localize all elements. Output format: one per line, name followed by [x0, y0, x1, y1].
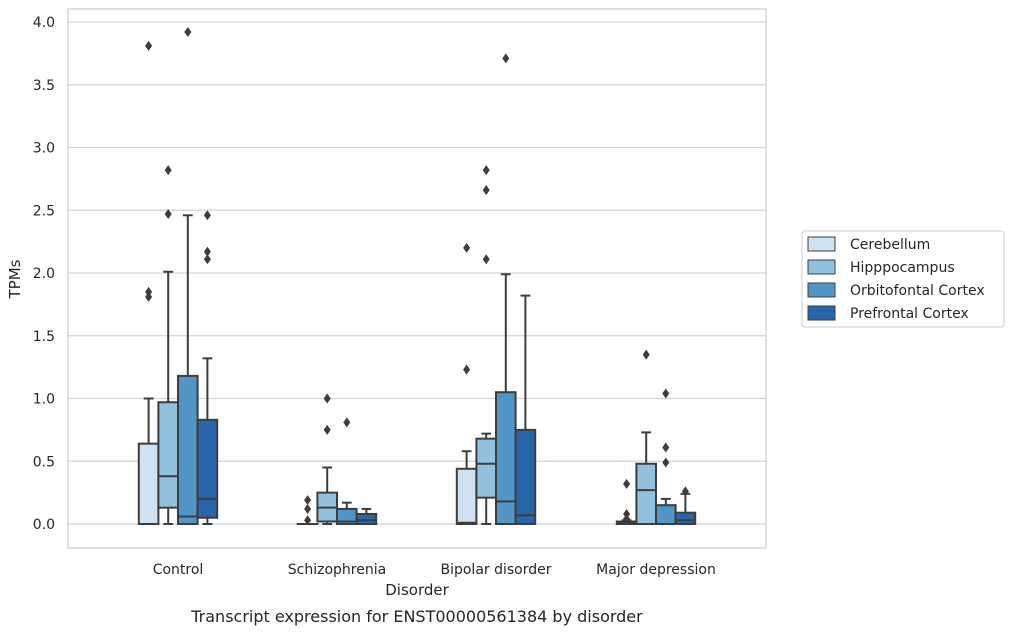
box-body [177, 374, 199, 525]
chart-caption: Transcript expression for ENST0000056138… [190, 607, 643, 626]
legend-swatch [807, 236, 836, 252]
outlier-point [304, 515, 312, 526]
box-body [137, 442, 160, 525]
legend-swatch [807, 282, 836, 298]
box-body [475, 437, 497, 499]
box-body [157, 401, 179, 509]
y-tick-label: 2.5 [33, 203, 55, 219]
y-axis-label: TPMs [6, 259, 24, 299]
outlier-point [482, 185, 490, 196]
legend-swatch [807, 259, 836, 275]
outlier-point [463, 364, 471, 375]
y-tick-labels: 0.0 0.5 1.0 1.5 2.0 2.5 3.0 3.5 4.0 [33, 15, 55, 533]
box [514, 294, 537, 525]
outlier-point [323, 424, 331, 435]
outlier-point [164, 165, 172, 176]
x-tick-label: Schizophrenia [288, 562, 386, 578]
outlier-point [323, 393, 331, 404]
outlier-point [145, 291, 153, 302]
y-tick-label: 1.5 [33, 329, 55, 345]
outlier-point [203, 246, 211, 257]
box [177, 27, 199, 525]
outlier-point [623, 478, 631, 489]
box [157, 165, 179, 525]
legend-label: Prefrontal Cortex [850, 306, 969, 322]
x-tick-label: Major depression [596, 562, 716, 578]
outlier-point [623, 513, 631, 524]
outlier-point [623, 508, 631, 519]
y-tick-label: 1.0 [33, 392, 55, 408]
box-body [455, 467, 478, 525]
outlier-point [184, 27, 192, 38]
box [455, 242, 478, 525]
outlier-point [502, 53, 510, 64]
outlier-point [482, 165, 490, 176]
x-tick-labels: Control Schizophrenia Bipolar disorder Majo… [153, 562, 716, 578]
box-series [137, 27, 697, 526]
outlier-point [145, 40, 153, 51]
y-tick-label: 4.0 [33, 15, 55, 31]
outlier-point [304, 503, 312, 514]
box [635, 349, 658, 526]
box-body [514, 428, 537, 525]
box-body [355, 512, 378, 526]
box [336, 417, 358, 526]
box [674, 486, 697, 526]
box [655, 388, 677, 525]
outlier-point [164, 209, 172, 220]
box [196, 210, 219, 525]
box-body [655, 504, 677, 525]
y-tick-label: 3.0 [33, 141, 55, 157]
outlier-point [463, 242, 471, 253]
box [137, 40, 160, 525]
outlier-point [304, 495, 312, 506]
legend-swatch [807, 305, 836, 321]
outlier-point [642, 349, 650, 360]
legend-frame [801, 230, 1005, 328]
box-body [674, 511, 697, 526]
y-tick-label: 2.0 [33, 266, 55, 282]
x-axis-label: Disorder [385, 581, 449, 599]
y-tick-label: 3.5 [33, 78, 55, 94]
box [615, 478, 638, 525]
plot-frame [67, 8, 767, 549]
outlier-point [662, 388, 670, 399]
outlier-point [343, 417, 351, 428]
outlier-point [145, 286, 153, 297]
outlier-point [203, 254, 211, 265]
x-tick-label: Bipolar disorder [440, 562, 551, 578]
outlier-point [482, 254, 490, 265]
box [316, 393, 338, 525]
box-body [635, 462, 658, 526]
legend-label: Hipppocampus [850, 260, 955, 276]
box-body [196, 418, 219, 519]
box [495, 53, 517, 525]
outlier-point [662, 457, 670, 468]
y-tick-label: 0.0 [33, 517, 55, 533]
x-tick-label: Control [153, 562, 204, 578]
legend: Cerebellum Hipppocampus Orbitofontal Corte… [801, 230, 1005, 328]
outlier-point [662, 442, 670, 453]
box [296, 495, 319, 526]
box-body [495, 391, 517, 525]
outlier-point [203, 210, 211, 221]
outlier-point [681, 486, 689, 497]
legend-label: Cerebellum [850, 237, 930, 253]
box [355, 507, 378, 526]
y-tick-label: 0.5 [33, 454, 55, 470]
legend-label: Orbitofontal Cortex [850, 283, 985, 299]
box [475, 165, 497, 525]
